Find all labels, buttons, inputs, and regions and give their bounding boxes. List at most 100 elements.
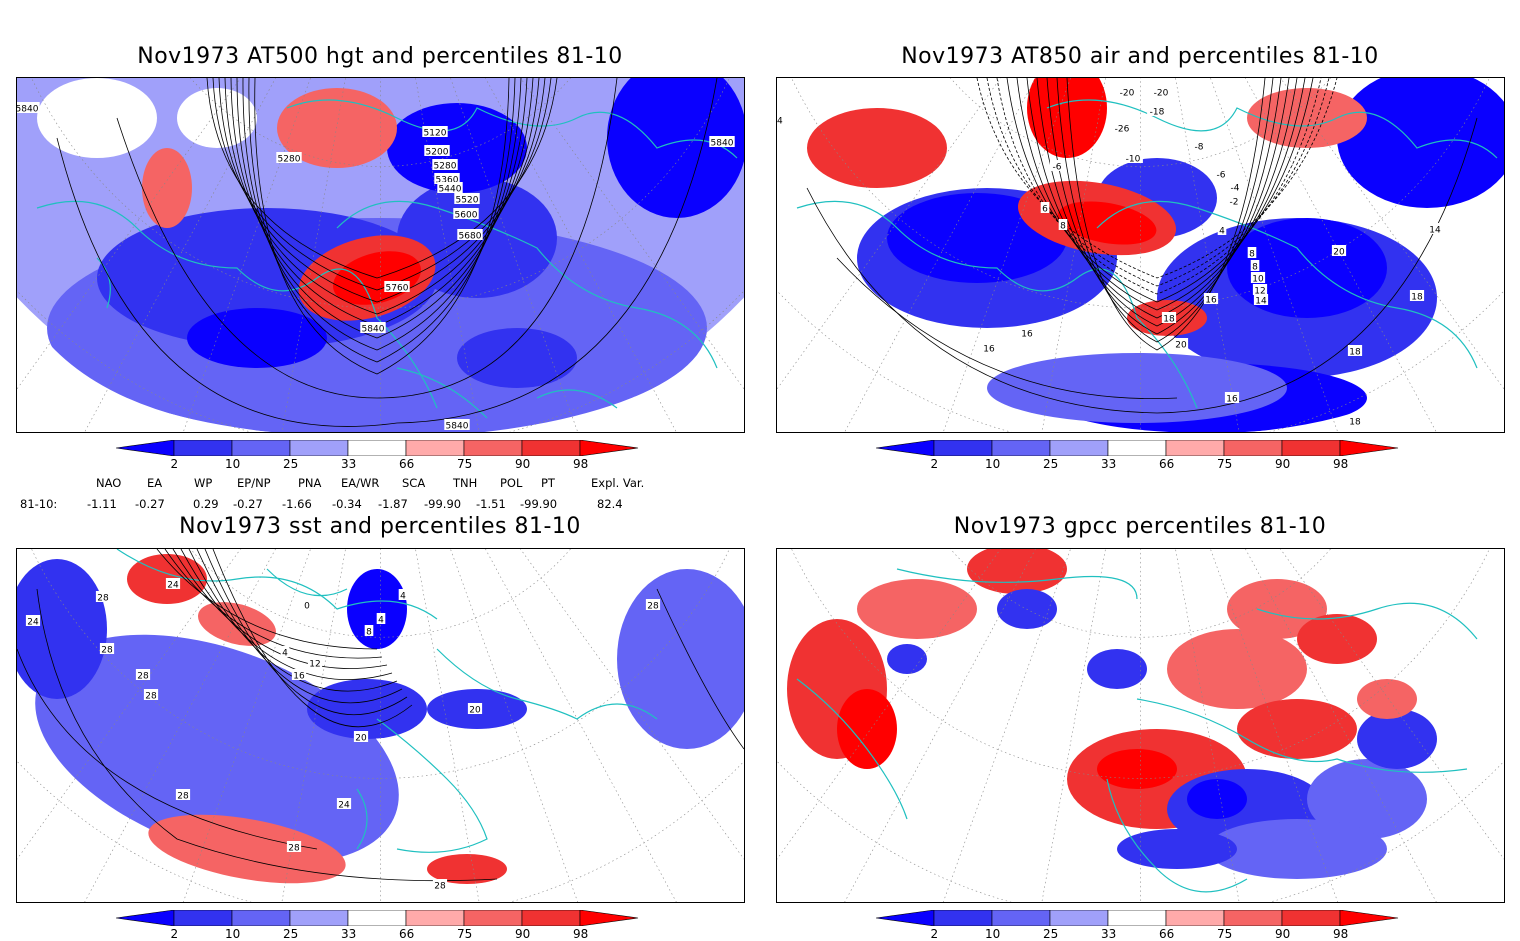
index-header: EP/NP bbox=[237, 476, 271, 490]
contour-label-bg bbox=[1117, 86, 1137, 97]
colorbar-segment bbox=[1107, 909, 1167, 927]
shade-low bbox=[987, 353, 1287, 423]
colorbar-tick-label: 90 bbox=[515, 457, 531, 471]
contour-label-bg bbox=[307, 657, 323, 668]
index-header: EA bbox=[147, 476, 163, 490]
panel-title-hgt: Nov1973 AT500 hgt and percentiles 81-10 bbox=[137, 44, 623, 69]
contour-label-text: -6 bbox=[1217, 171, 1226, 181]
contour-label-text: 5120 bbox=[424, 129, 447, 139]
graticule-meridian bbox=[182, 549, 311, 902]
contour-line bbox=[656, 588, 744, 750]
colorbar-tick-label: 98 bbox=[1333, 927, 1349, 941]
colorbar-segment bbox=[933, 909, 993, 927]
contour-label-text: -18 bbox=[1150, 108, 1165, 118]
contour-label-bg bbox=[432, 159, 458, 170]
contour-label-text: 8 bbox=[1060, 222, 1066, 232]
map-mask-left bbox=[17, 549, 272, 902]
contour-label: -10 bbox=[1123, 152, 1143, 165]
coastline bbox=[356, 648, 658, 853]
contour-label-bg bbox=[1058, 219, 1068, 230]
index-value: -0.27 bbox=[135, 497, 165, 511]
graticule-meridian bbox=[520, 78, 744, 390]
shade-high bbox=[1027, 78, 1107, 158]
colorbar-sst-svg bbox=[115, 909, 639, 927]
colorbar-tick-label: 25 bbox=[283, 927, 299, 941]
index-header: POL bbox=[500, 476, 523, 490]
contour-label-bg bbox=[1040, 202, 1050, 213]
contour-line bbox=[156, 549, 378, 650]
contour-label-bg bbox=[286, 841, 302, 852]
contour-label-text: -6 bbox=[1053, 163, 1062, 173]
graticule-meridian bbox=[281, 549, 346, 902]
contour-label: 8 bbox=[1250, 260, 1260, 273]
contour-label: -6 bbox=[1049, 160, 1065, 173]
contour-label: 8 bbox=[1247, 247, 1257, 260]
contour-label: -20 bbox=[1151, 86, 1171, 99]
colorbar-tick-label: 90 bbox=[1275, 927, 1291, 941]
contour-label-bg bbox=[1250, 260, 1260, 271]
contour-label: 14 bbox=[1427, 223, 1443, 236]
coastline bbox=[796, 568, 1468, 820]
map-mask-right bbox=[1249, 78, 1504, 432]
graticule-meridian bbox=[1210, 549, 1339, 902]
contour-label-bg bbox=[1191, 140, 1207, 151]
contour-line bbox=[218, 78, 546, 303]
colorbar-segment bbox=[173, 909, 233, 927]
index-value: -99.90 bbox=[424, 497, 462, 511]
shade-low bbox=[307, 679, 427, 739]
shade-high bbox=[427, 854, 507, 884]
contour-label: 5360 bbox=[434, 173, 460, 186]
colorbar-tick-label: 33 bbox=[1101, 927, 1117, 941]
colorbar-segment bbox=[173, 439, 233, 457]
contour-line bbox=[180, 549, 393, 680]
contour-label-bg bbox=[360, 322, 386, 333]
map-gpcc bbox=[776, 548, 1505, 903]
shade-low bbox=[1187, 779, 1247, 819]
contour-label-text: 5840 bbox=[446, 422, 469, 432]
colorbar-tick-label: 10 bbox=[225, 927, 241, 941]
colorbar-tick-label: 98 bbox=[573, 457, 589, 471]
contour-label: 12 bbox=[307, 657, 323, 670]
colorbar-tick-label: 33 bbox=[1101, 457, 1117, 471]
contour-label-text: 4 bbox=[400, 592, 406, 602]
contour-line bbox=[56, 78, 718, 427]
contour-label: 24 bbox=[25, 615, 41, 628]
colorbar-tick-label: 90 bbox=[515, 927, 531, 941]
contour-label-bg bbox=[422, 126, 448, 137]
colorbar-segment bbox=[1049, 439, 1109, 457]
contour-label-text: 5840 bbox=[17, 105, 39, 115]
contour-label-text: 5840 bbox=[711, 139, 734, 149]
index-value: -0.34 bbox=[332, 497, 362, 511]
contour-label: -26 bbox=[1112, 122, 1132, 135]
contour-label-text: 12 bbox=[309, 660, 320, 670]
contour-label-text: 5280 bbox=[434, 162, 457, 172]
graticule-meridian bbox=[84, 78, 276, 432]
index-value: -0.27 bbox=[233, 497, 263, 511]
contour-label-text: -20 bbox=[1120, 89, 1135, 99]
colorbar-segment bbox=[289, 439, 349, 457]
contour-label: 4 bbox=[280, 646, 290, 659]
shade-neutral bbox=[37, 78, 157, 158]
shade-low bbox=[347, 569, 407, 649]
colorbar-tick-label: 25 bbox=[1043, 927, 1059, 941]
contour-label: 10 bbox=[1250, 272, 1266, 285]
shade-low bbox=[1357, 709, 1437, 769]
map-sst: 24 28 24 28 28 28 0 4 4 8 4 12 16 20 20 24 28 28 28 28 bbox=[16, 548, 745, 903]
shade-high bbox=[142, 148, 192, 228]
contour-label: 18 bbox=[1347, 345, 1363, 358]
index-value: -99.90 bbox=[520, 497, 558, 511]
colorbar-tick-label: 10 bbox=[225, 457, 241, 471]
contour-label-bg bbox=[25, 615, 41, 626]
contour-label-bg bbox=[1161, 312, 1177, 323]
contour-line bbox=[204, 549, 408, 716]
contour-label: 5280 bbox=[432, 159, 458, 172]
shade-high bbox=[1167, 629, 1307, 709]
shade-low bbox=[1207, 819, 1387, 879]
contour-label-bg bbox=[457, 229, 483, 240]
contour-label-bg bbox=[291, 669, 307, 680]
colorbar-tick-label: 75 bbox=[1217, 457, 1233, 471]
colorbar-segment bbox=[463, 909, 523, 927]
contour-line bbox=[1036, 78, 1290, 327]
